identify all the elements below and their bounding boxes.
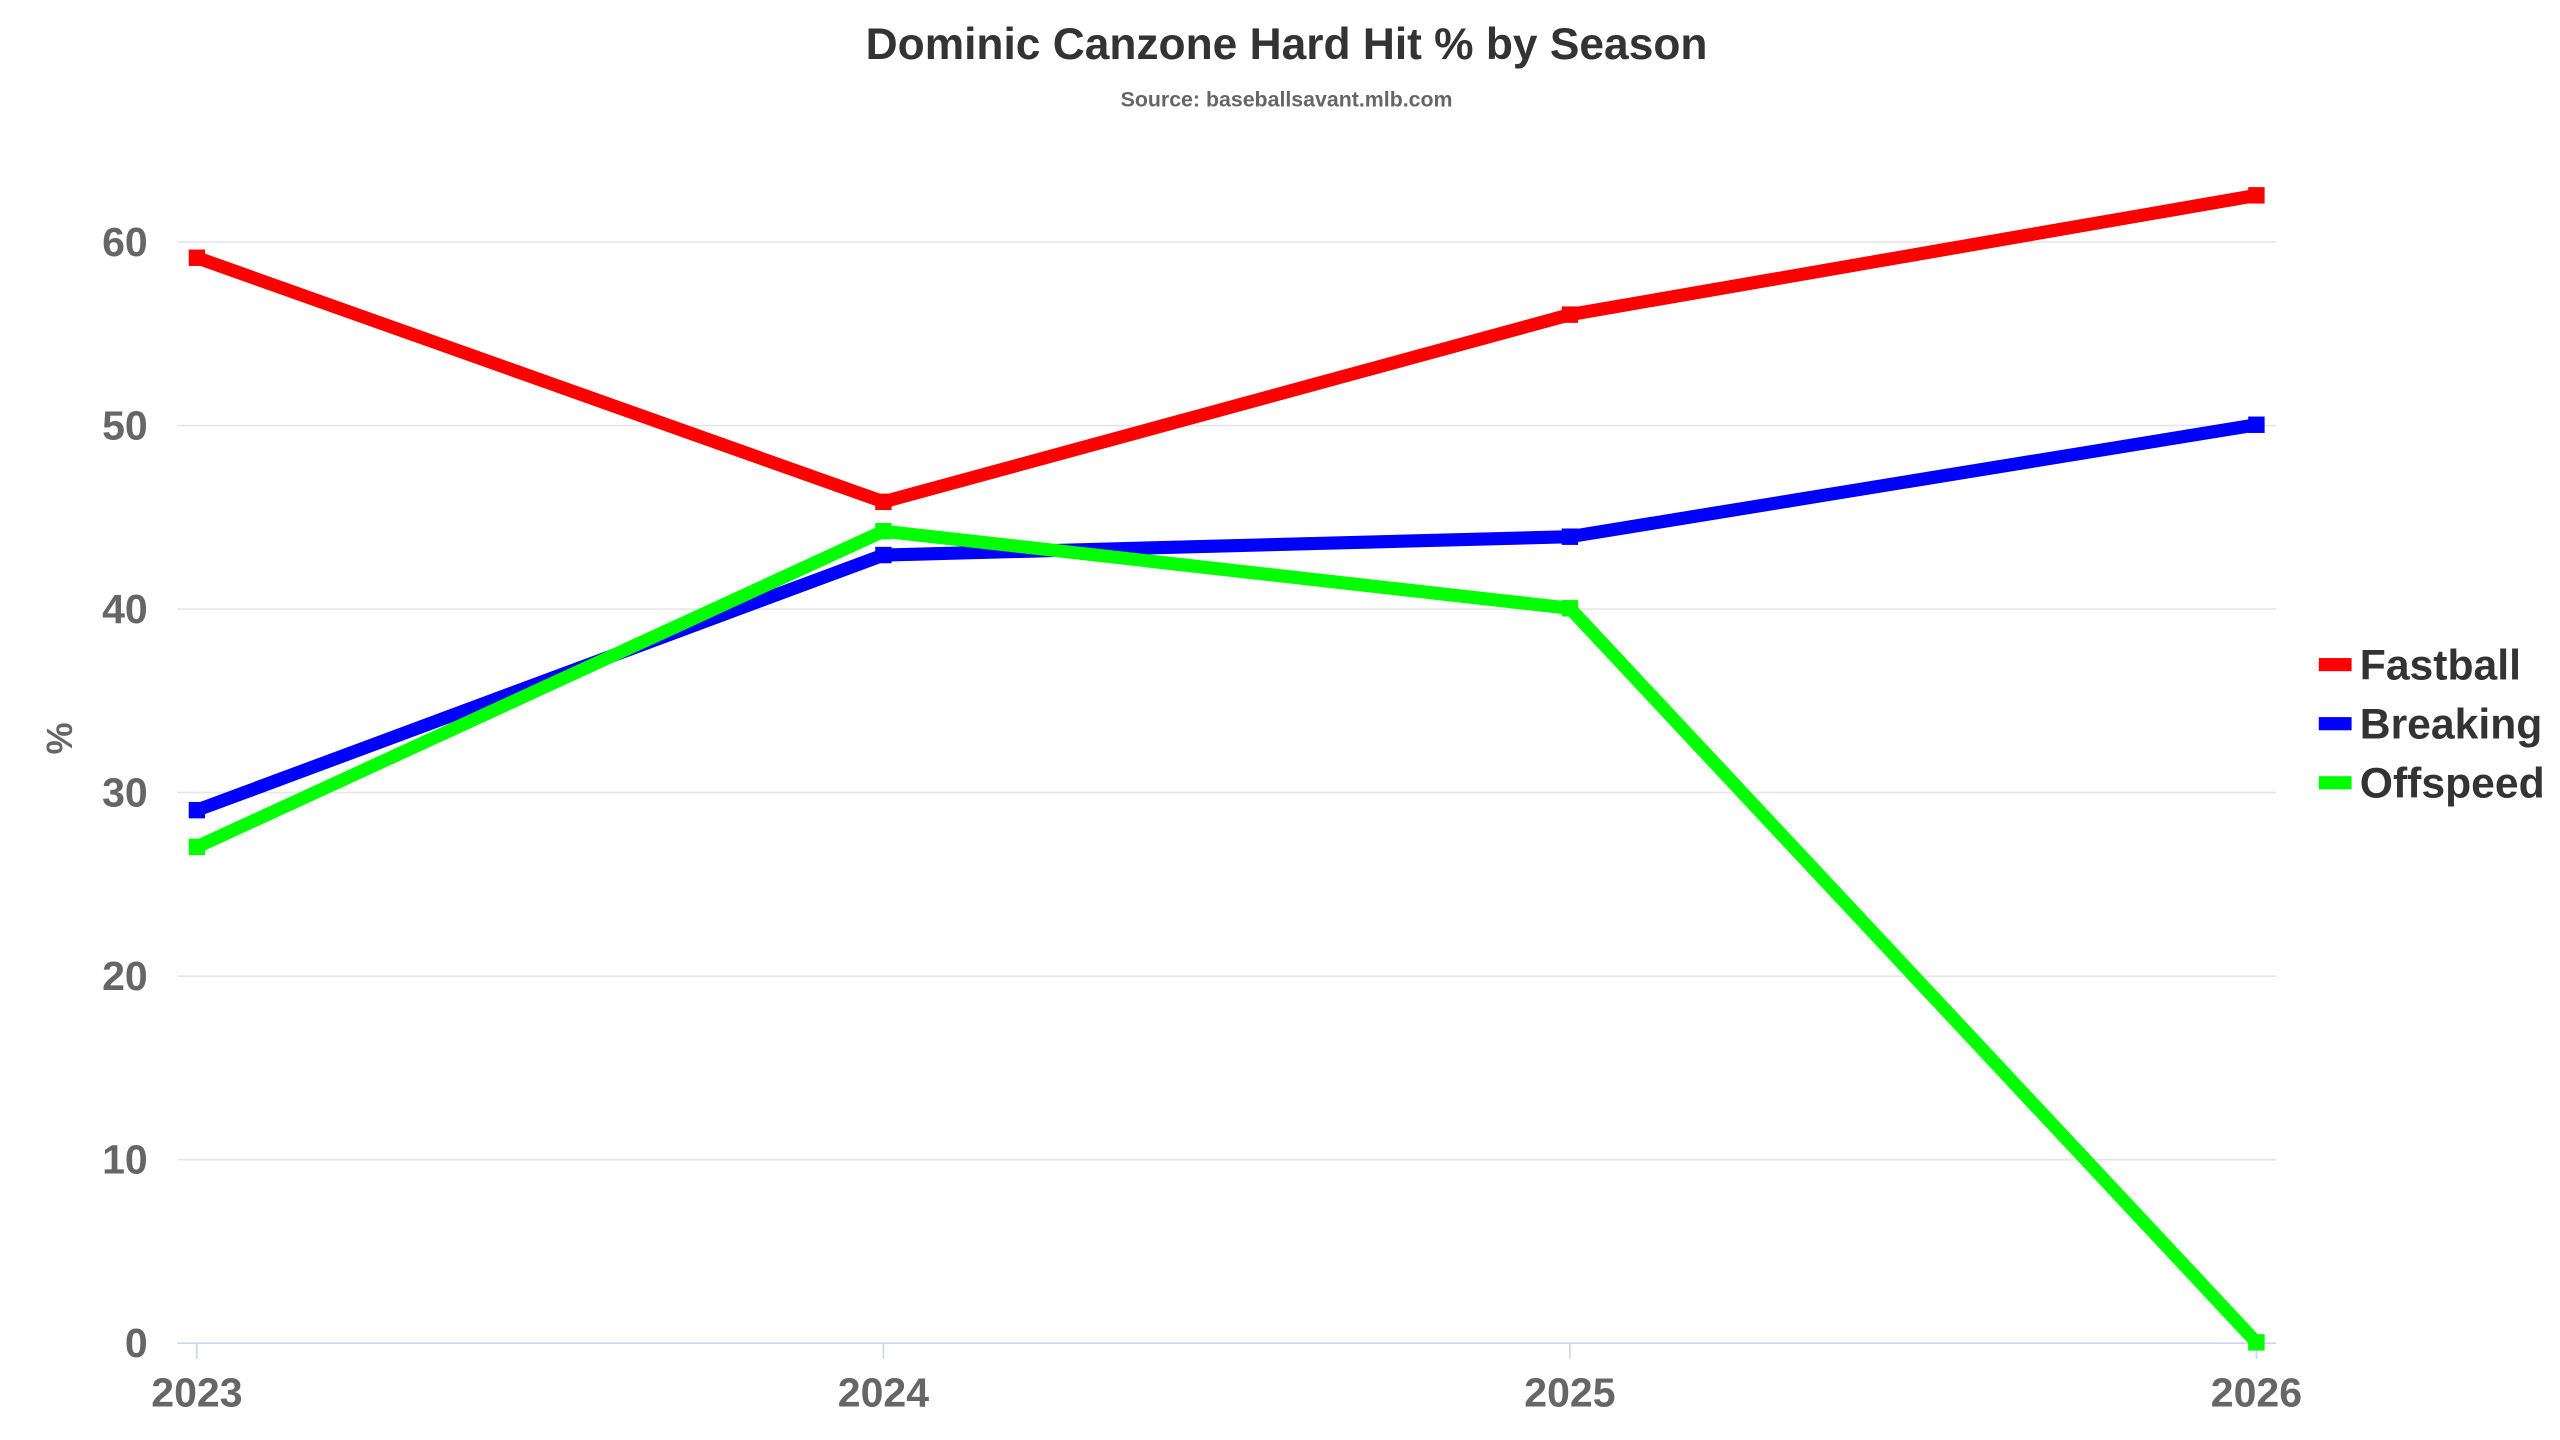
- series-lines: [188, 187, 2265, 1351]
- series-line-offspeed[interactable]: [194, 524, 2262, 1347]
- legend-label: Fastball: [2360, 641, 2521, 689]
- series-line-breaking[interactable]: [194, 418, 2258, 817]
- legend-item-fastball[interactable]: Fastball: [2318, 641, 2521, 689]
- x-tick-label: 2023: [151, 1369, 242, 1415]
- data-point-offspeed[interactable]: [875, 522, 892, 540]
- data-point-offspeed[interactable]: [1561, 600, 1579, 617]
- gridlines: [177, 241, 2277, 1161]
- data-point-fastball[interactable]: [188, 249, 206, 266]
- y-tick-label: 60: [102, 219, 148, 265]
- data-point-offspeed[interactable]: [188, 838, 206, 856]
- data-point-fastball[interactable]: [1561, 306, 1579, 323]
- y-axis-label: %: [39, 722, 80, 754]
- y-tick-label: 20: [102, 953, 148, 999]
- chart-subtitle: Source: baseballsavant.mlb.com: [1121, 88, 1453, 112]
- legend-swatch: [2318, 658, 2352, 672]
- data-point-fastball[interactable]: [875, 493, 892, 511]
- data-point-breaking[interactable]: [188, 801, 206, 819]
- series-line-fastball[interactable]: [194, 188, 2258, 509]
- y-tick-label: 40: [102, 586, 148, 632]
- data-point-breaking[interactable]: [875, 546, 892, 564]
- data-point-offspeed[interactable]: [2248, 1334, 2265, 1351]
- y-tick-label: 50: [102, 403, 148, 449]
- legend-item-offspeed[interactable]: Offspeed: [2318, 760, 2545, 808]
- legend: Fastball Breaking Offspeed: [2318, 641, 2545, 808]
- legend-label: Breaking: [2360, 700, 2543, 748]
- data-point-fastball[interactable]: [2248, 187, 2265, 204]
- legend-item-breaking[interactable]: Breaking: [2318, 700, 2543, 748]
- data-point-breaking[interactable]: [1561, 528, 1579, 545]
- x-tick-label: 2024: [838, 1369, 929, 1415]
- legend-swatch: [2318, 717, 2352, 731]
- data-point-breaking[interactable]: [2248, 416, 2265, 433]
- x-tick-label: 2025: [1524, 1369, 1615, 1415]
- chart-title: Dominic Canzone Hard Hit % by Season: [866, 20, 1708, 69]
- y-tick-label: 0: [125, 1320, 148, 1366]
- y-tick-label: 10: [102, 1137, 148, 1183]
- legend-swatch: [2318, 776, 2352, 790]
- x-tick-label: 2026: [2211, 1369, 2302, 1415]
- y-axis-ticks: 0 10 20 30 40 50 60: [102, 219, 148, 1366]
- legend-label: Offspeed: [2360, 760, 2545, 808]
- y-tick-label: 30: [102, 770, 148, 816]
- x-axis-ticks: 2023 2024 2025 2026: [151, 1342, 2302, 1415]
